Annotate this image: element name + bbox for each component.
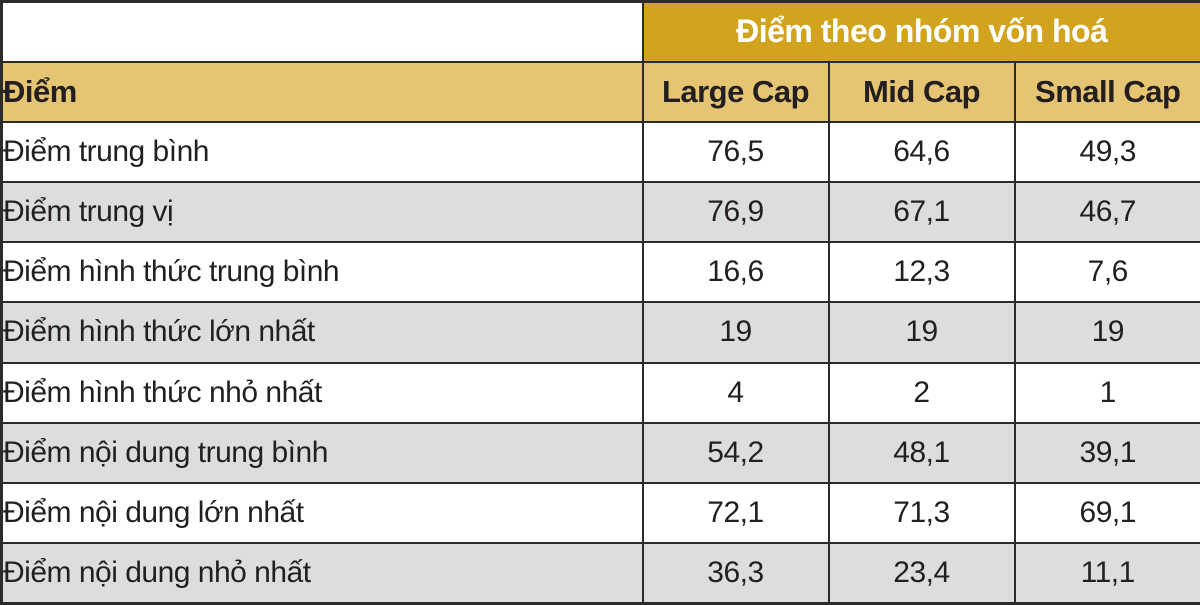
column-header-large-cap: Large Cap [641, 60, 830, 123]
table-row: Điểm nội dung nhỏ nhất 36,3 23,4 11,1 [0, 542, 1200, 605]
cell-mid-cap: 71,3 [827, 481, 1016, 545]
cell-small-cap: 39,1 [1013, 421, 1200, 485]
row-label: Điểm nội dung nhỏ nhất [0, 542, 644, 605]
group-header: Điểm theo nhóm vốn hoá [641, 0, 1200, 63]
cell-small-cap: 7,6 [1013, 240, 1200, 304]
row-label: Điểm hình thức trung bình [0, 240, 644, 304]
cell-large-cap: 76,5 [641, 120, 830, 183]
row-label: Điểm nội dung lớn nhất [0, 481, 644, 545]
group-header-row: Điểm theo nhóm vốn hoá [0, 0, 1200, 63]
cell-small-cap: 19 [1013, 301, 1200, 364]
cell-mid-cap: 2 [827, 361, 1016, 424]
cell-large-cap: 36,3 [641, 542, 830, 605]
column-header-mid-cap: Mid Cap [827, 60, 1016, 123]
table-row: Điểm trung vị 76,9 67,1 46,7 [0, 180, 1200, 244]
row-label: Điểm nội dung trung bình [0, 421, 644, 485]
column-header-small-cap: Small Cap [1013, 60, 1200, 123]
table-row: Điểm nội dung lớn nhất 72,1 71,3 69,1 [0, 481, 1200, 545]
cell-small-cap: 49,3 [1013, 120, 1200, 183]
row-label: Điểm hình thức nhỏ nhất [0, 361, 644, 424]
row-label: Điểm trung bình [0, 120, 644, 183]
cell-small-cap: 46,7 [1013, 180, 1200, 244]
table-row: Điểm hình thức trung bình 16,6 12,3 7,6 [0, 240, 1200, 304]
cell-mid-cap: 12,3 [827, 240, 1016, 304]
row-label: Điểm trung vị [0, 180, 644, 244]
cell-mid-cap: 23,4 [827, 542, 1016, 605]
table-row: Điểm trung bình 76,5 64,6 49,3 [0, 120, 1200, 183]
cell-mid-cap: 19 [827, 301, 1016, 364]
cell-large-cap: 54,2 [641, 421, 830, 485]
cell-large-cap: 72,1 [641, 481, 830, 545]
cell-large-cap: 76,9 [641, 180, 830, 244]
cell-small-cap: 1 [1013, 361, 1200, 424]
empty-corner-cell [0, 0, 644, 63]
cell-large-cap: 4 [641, 361, 830, 424]
cell-mid-cap: 67,1 [827, 180, 1016, 244]
table-row: Điểm nội dung trung bình 54,2 48,1 39,1 [0, 421, 1200, 485]
cell-large-cap: 19 [641, 301, 830, 364]
row-label: Điểm hình thức lớn nhất [0, 301, 644, 364]
table-row: Điểm hình thức lớn nhất 19 19 19 [0, 301, 1200, 364]
row-dimension-header: Điểm [0, 60, 644, 123]
column-header-row: Điểm Large Cap Mid Cap Small Cap [0, 60, 1200, 123]
cell-mid-cap: 64,6 [827, 120, 1016, 183]
cell-small-cap: 11,1 [1013, 542, 1200, 605]
cell-large-cap: 16,6 [641, 240, 830, 304]
table-row: Điểm hình thức nhỏ nhất 4 2 1 [0, 361, 1200, 424]
cell-small-cap: 69,1 [1013, 481, 1200, 545]
cell-mid-cap: 48,1 [827, 421, 1016, 485]
